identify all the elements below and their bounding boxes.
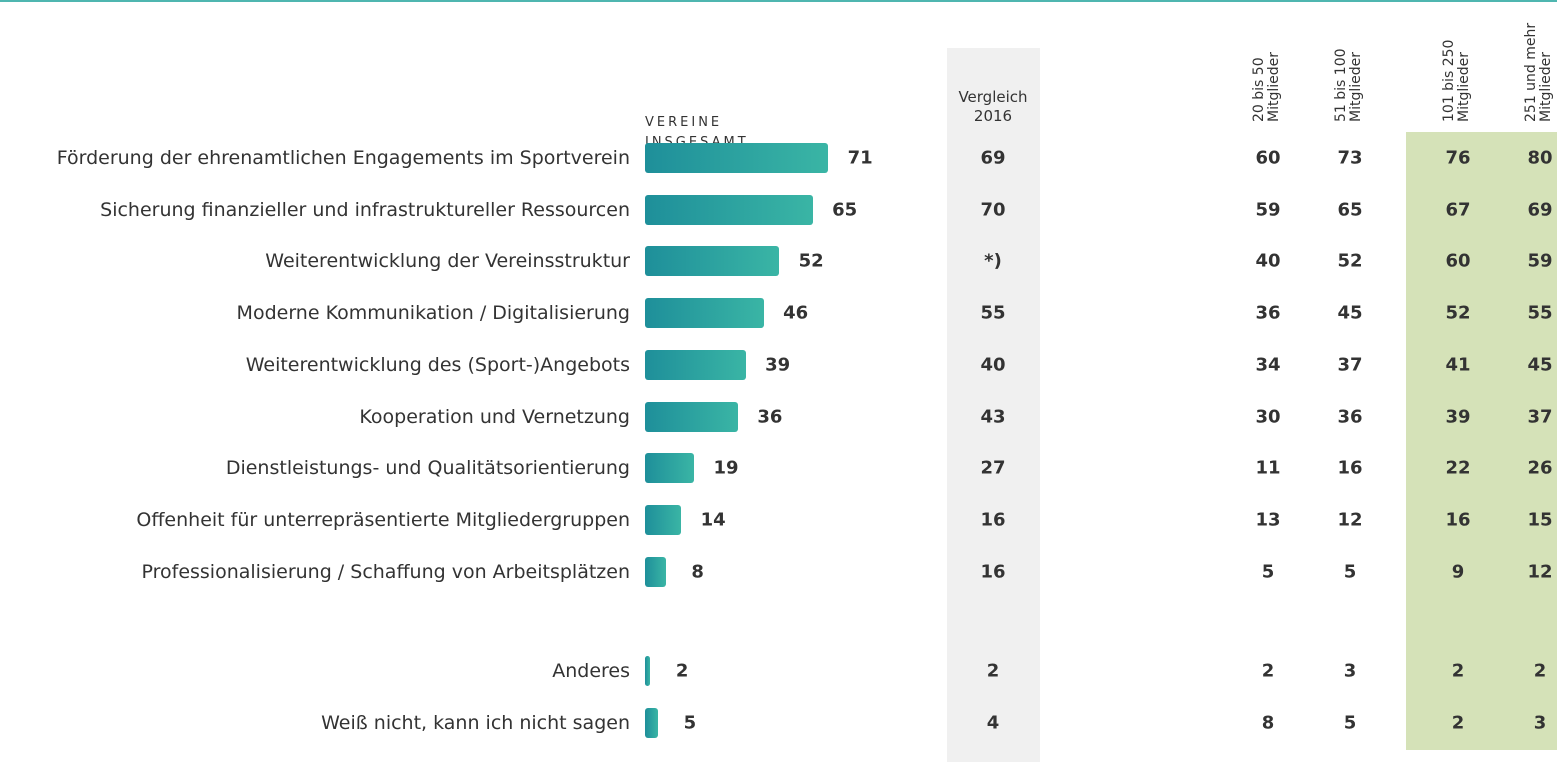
comparison-header: Vergleich 2016	[958, 88, 1028, 125]
category-label: Dienstleistungs- und Qualitätsorientieru…	[225, 457, 630, 480]
value-label: 65	[832, 199, 858, 221]
series-value: 36	[1337, 406, 1363, 427]
series-value: 26	[1527, 457, 1553, 479]
bar	[645, 349, 746, 380]
value-label: 19	[713, 457, 739, 479]
series-header: 20 bis 50 Mitglieder	[1251, 52, 1282, 122]
comparison-value: 70	[980, 199, 1006, 221]
bar	[645, 194, 813, 225]
series-value: 5	[1261, 561, 1275, 583]
comparison-bg	[947, 48, 1040, 762]
category-label: Weiß nicht, kann ich nicht sagen	[321, 712, 630, 734]
category-label: Professionalisierung / Schaffung von Arb…	[141, 560, 630, 583]
comparison-value: 55	[980, 302, 1006, 324]
bar	[645, 656, 651, 687]
value-label: 2	[675, 660, 689, 682]
value-label: 8	[691, 561, 704, 583]
category-label: Sicherung finanzieller und infrastruktur…	[100, 198, 630, 221]
series-value: 8	[1261, 712, 1275, 734]
comparison-value: *)	[984, 250, 1002, 272]
series-header: 251 und mehr Mitglieder	[1523, 22, 1554, 122]
series-value: 55	[1527, 302, 1553, 324]
series-value: 2	[1533, 660, 1547, 682]
series-value: 41	[1445, 354, 1471, 376]
bar	[645, 401, 738, 432]
series-value: 76	[1445, 147, 1471, 169]
category-label: Weiterentwicklung der Vereinsstruktur	[265, 250, 630, 273]
series-value: 13	[1255, 509, 1281, 531]
series-value: 73	[1337, 147, 1363, 169]
comparison-value: 40	[980, 354, 1006, 376]
bar	[645, 556, 666, 587]
category-label: Anderes	[552, 660, 630, 683]
series-value: 16	[1337, 457, 1363, 479]
category-label: Förderung der ehrenamtlichen Engagements…	[56, 147, 630, 169]
series-value: 3	[1533, 712, 1547, 734]
bar	[645, 504, 682, 535]
category-label: Kooperation und Vernetzung	[359, 405, 630, 428]
value-label: 14	[700, 509, 726, 531]
series-value: 60	[1255, 147, 1281, 169]
comparison-value: 2	[986, 660, 1000, 682]
series-value: 2	[1451, 660, 1465, 682]
series-value: 36	[1255, 302, 1281, 324]
series-value: 60	[1445, 250, 1471, 272]
value-label: 46	[783, 302, 809, 324]
series-value: 16	[1445, 509, 1471, 531]
comparison-value: 27	[980, 457, 1006, 479]
series-value: 2	[1261, 660, 1275, 682]
value-label: 5	[683, 712, 697, 734]
bar	[645, 298, 764, 329]
series-value: 52	[1337, 250, 1363, 272]
category-label: Offenheit für unterrepräsentierte Mitgli…	[136, 508, 630, 531]
series-value: 52	[1445, 302, 1471, 324]
series-value: 9	[1451, 561, 1465, 583]
comparison-value: 43	[980, 406, 1006, 427]
series-value: 5	[1343, 561, 1357, 583]
value-label: 71	[847, 147, 873, 169]
value-label: 36	[757, 406, 783, 427]
bar	[645, 708, 658, 738]
comparison-value: 69	[980, 147, 1006, 169]
comparison-value: 16	[980, 509, 1006, 531]
series-value: 37	[1527, 406, 1553, 427]
series-value: 45	[1527, 354, 1553, 376]
highlight-bg	[1406, 132, 1557, 750]
series-value: 59	[1527, 250, 1553, 272]
series-value: 12	[1337, 509, 1363, 531]
comparison-value: 4	[986, 712, 1000, 734]
bar	[645, 143, 829, 173]
bar	[645, 246, 780, 277]
series-value: 69	[1527, 199, 1553, 221]
series-value: 2	[1451, 712, 1465, 734]
series-value: 34	[1255, 354, 1281, 376]
series-value: 12	[1527, 561, 1553, 583]
value-label: 39	[765, 354, 791, 376]
series-value: 5	[1343, 712, 1357, 734]
top-rule	[0, 0, 1557, 2]
series-header: 51 bis 100 Mitglieder	[1333, 48, 1364, 122]
category-label: Weiterentwicklung des (Sport-)Angebots	[245, 353, 630, 376]
series-value: 67	[1445, 199, 1471, 221]
series-value: 59	[1255, 199, 1281, 221]
value-label: 52	[798, 250, 824, 272]
series-value: 39	[1445, 406, 1471, 427]
series-value: 65	[1337, 199, 1363, 221]
comparison-value: 16	[980, 561, 1006, 583]
series-value: 37	[1337, 354, 1363, 376]
series-value: 11	[1255, 457, 1281, 479]
bar	[645, 453, 695, 484]
series-value: 15	[1527, 509, 1553, 531]
series-value: 40	[1255, 250, 1281, 272]
series-value: 80	[1527, 147, 1553, 169]
series-value: 22	[1445, 457, 1471, 479]
series-value: 45	[1337, 302, 1363, 324]
series-header: 101 bis 250 Mitglieder	[1441, 39, 1472, 122]
series-value: 3	[1343, 660, 1357, 682]
series-value: 30	[1255, 406, 1281, 427]
category-label: Moderne Kommunikation / Digitalisierung	[236, 302, 630, 325]
